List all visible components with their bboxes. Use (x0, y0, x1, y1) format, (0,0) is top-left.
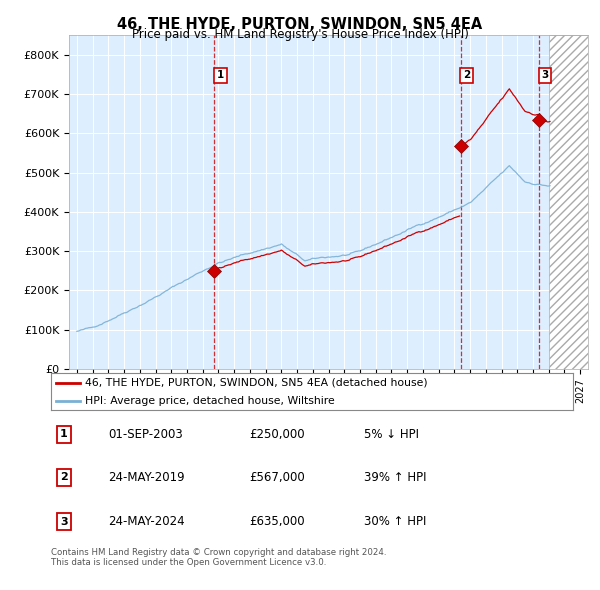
Text: 2: 2 (60, 473, 68, 482)
Text: £635,000: £635,000 (250, 515, 305, 528)
Text: 2: 2 (463, 70, 470, 80)
Text: 5% ↓ HPI: 5% ↓ HPI (364, 428, 419, 441)
Text: 24-MAY-2019: 24-MAY-2019 (109, 471, 185, 484)
Text: 46, THE HYDE, PURTON, SWINDON, SN5 4EA: 46, THE HYDE, PURTON, SWINDON, SN5 4EA (118, 17, 482, 31)
Text: 30% ↑ HPI: 30% ↑ HPI (364, 515, 427, 528)
Text: This data is licensed under the Open Government Licence v3.0.: This data is licensed under the Open Gov… (51, 558, 326, 566)
Text: 3: 3 (60, 517, 68, 526)
Text: 1: 1 (217, 70, 224, 80)
Text: 46, THE HYDE, PURTON, SWINDON, SN5 4EA (detached house): 46, THE HYDE, PURTON, SWINDON, SN5 4EA (… (85, 378, 428, 388)
Text: HPI: Average price, detached house, Wiltshire: HPI: Average price, detached house, Wilt… (85, 396, 335, 406)
Text: 01-SEP-2003: 01-SEP-2003 (109, 428, 183, 441)
Text: £567,000: £567,000 (250, 471, 305, 484)
Text: £250,000: £250,000 (250, 428, 305, 441)
Bar (548, 35, 588, 369)
Text: Contains HM Land Registry data © Crown copyright and database right 2024.: Contains HM Land Registry data © Crown c… (51, 548, 386, 556)
Bar (548, 35, 588, 369)
Text: 1: 1 (60, 430, 68, 439)
Text: 24-MAY-2024: 24-MAY-2024 (109, 515, 185, 528)
Text: Price paid vs. HM Land Registry's House Price Index (HPI): Price paid vs. HM Land Registry's House … (131, 28, 469, 41)
Text: 39% ↑ HPI: 39% ↑ HPI (364, 471, 427, 484)
Text: 3: 3 (542, 70, 549, 80)
